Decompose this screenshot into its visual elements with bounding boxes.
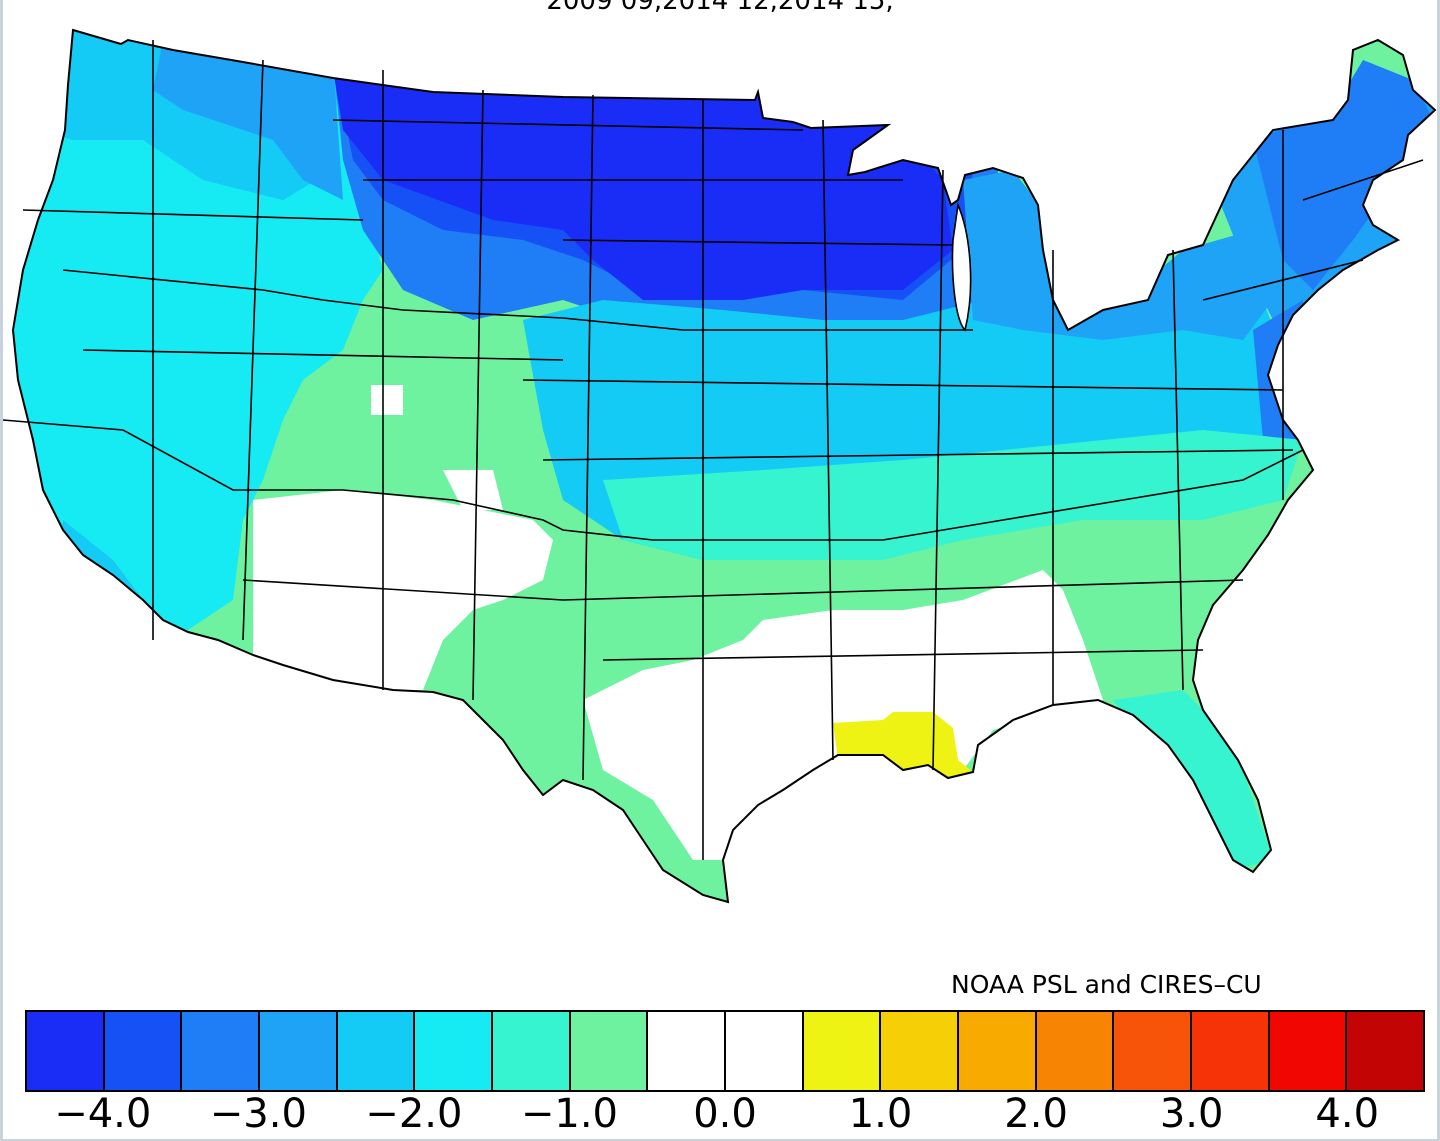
map-title: 2009 09,2014 12,2014 15, [546,0,894,16]
credit-label: NOAA PSL and CIRES–CU [951,970,1262,999]
colorbar-swatch [959,1012,1037,1090]
colorbar-swatch [881,1012,960,1090]
colorbar-tick-label: −1.0 [520,1091,619,1137]
colorbar-swatch [260,1012,338,1090]
color-regions [13,30,1435,902]
division-borders [3,40,1424,860]
colorbar-swatch [726,1012,804,1090]
colorbar-swatch [648,1012,727,1090]
colorbar-tick-label: 4.0 [1315,1091,1380,1137]
region-nw-montana [153,40,343,200]
us-climate-division-map [3,28,1437,904]
region-louisiana [833,712,973,778]
colorbar-swatch [570,1012,649,1090]
colorbar-tick-label: −3.0 [209,1091,307,1137]
us-outline [11,28,1437,904]
region-new-england [1253,60,1433,290]
colorbar-swatch [1036,1012,1115,1090]
colorbar-swatch [27,1012,105,1090]
region-tennessee-valley [603,430,1303,560]
colorbar-swatch [337,1012,416,1090]
region-gulf-coast [583,570,1103,860]
region-idaho-hole [371,385,403,415]
colorbar-tick-label: 2.0 [1004,1091,1068,1137]
colorbar-tick-label: −4.0 [54,1091,152,1137]
colorbar-tick-label: 0.0 [693,1091,757,1137]
colorbar-tick-label: 3.0 [1159,1091,1224,1137]
colorbar-tick-label: 1.0 [848,1091,913,1137]
colorbar-swatch [104,1012,183,1090]
lake-michigan [951,202,972,332]
colorbar-swatch [803,1012,882,1090]
colorbar-swatch [182,1012,261,1090]
colorbar-swatch [1114,1012,1193,1090]
region-utah-hole [443,470,503,510]
colorbar-tick-label: −2.0 [365,1091,463,1137]
colorbar-swatch [1192,1012,1270,1090]
colorbar-swatch [1347,1012,1424,1090]
colorbar-swatch [415,1012,494,1090]
colorbar [25,1010,1425,1092]
colorbar-swatch [1269,1012,1348,1090]
colorbar-ticks: −4.0 −3.0 −2.0 −1.0 0.0 1.0 2.0 3.0 4.0 [3,1092,1440,1141]
colorbar-swatch [493,1012,571,1090]
